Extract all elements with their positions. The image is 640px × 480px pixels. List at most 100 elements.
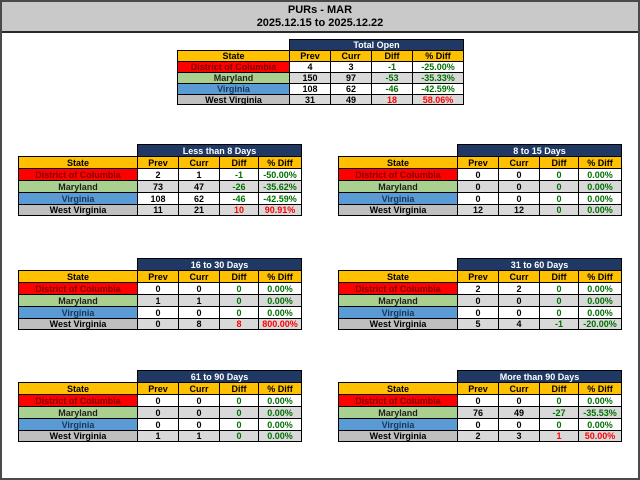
curr-value-cell: 0: [178, 282, 219, 294]
table-title: More than 90 Days: [457, 370, 622, 382]
pct-diff-value-cell: 0.00%: [578, 282, 622, 294]
column-header-cell: State: [18, 382, 137, 394]
prev-value-cell: 76: [457, 406, 498, 418]
diff-value-cell: 0: [539, 204, 578, 216]
diff-value-cell: 0: [219, 282, 258, 294]
diff-value-cell: -46: [219, 192, 258, 204]
diff-value-cell: 8: [219, 318, 258, 330]
prev-value-cell: 0: [457, 418, 498, 430]
prev-value-cell: 12: [457, 204, 498, 216]
diff-value-cell: -26: [219, 180, 258, 192]
prev-value-cell: 2: [457, 430, 498, 442]
column-header-cell: Diff: [219, 156, 258, 168]
column-header-cell: Prev: [137, 270, 178, 282]
table-title: Total Open: [289, 39, 464, 50]
curr-value-cell: 0: [498, 394, 539, 406]
pct-diff-value-cell: 0.00%: [258, 294, 302, 306]
diff-value-cell: 0: [539, 168, 578, 180]
pct-diff-value-cell: -42.59%: [412, 83, 464, 94]
pct-diff-value-cell: 0.00%: [578, 306, 622, 318]
prev-value-cell: 0: [457, 168, 498, 180]
column-header-cell: State: [338, 270, 457, 282]
pct-diff-value-cell: -50.00%: [258, 168, 302, 180]
column-header-cell: % Diff: [578, 156, 622, 168]
curr-value-cell: 62: [178, 192, 219, 204]
state-cell: Maryland: [18, 406, 137, 418]
prev-value-cell: 0: [137, 306, 178, 318]
state-cell: Maryland: [338, 180, 457, 192]
table-corner-spacer: [177, 39, 289, 50]
column-header-cell: State: [338, 382, 457, 394]
pct-diff-value-cell: -20.00%: [578, 318, 622, 330]
state-cell: District of Columbia: [338, 168, 457, 180]
report-title: PURs - MAR: [287, 3, 353, 16]
column-header-cell: % Diff: [578, 382, 622, 394]
diff-value-cell: -1: [371, 61, 412, 72]
table-16-to-30-days: 16 to 30 Days State Prev Curr Diff% Diff Dist…: [18, 258, 302, 330]
state-cell: Virginia: [177, 83, 289, 94]
column-header-cell: % Diff: [258, 270, 302, 282]
column-header-cell: % Diff: [412, 50, 464, 61]
curr-value-cell: 0: [498, 192, 539, 204]
table-title: 61 to 90 Days: [137, 370, 302, 382]
state-cell: District of Columbia: [18, 282, 137, 294]
column-header-cell: Prev: [137, 382, 178, 394]
table-corner-spacer: [338, 370, 457, 382]
prev-value-cell: 0: [457, 192, 498, 204]
state-cell: Virginia: [18, 192, 137, 204]
diff-value-cell: 0: [219, 294, 258, 306]
curr-value-cell: 97: [330, 72, 371, 83]
pct-diff-value-cell: 0.00%: [258, 306, 302, 318]
diff-value-cell: 1: [539, 430, 578, 442]
diff-value-cell: 18: [371, 94, 412, 105]
table-title: 16 to 30 Days: [137, 258, 302, 270]
diff-value-cell: -1: [219, 168, 258, 180]
diff-value-cell: -27: [539, 406, 578, 418]
column-header-cell: State: [18, 270, 137, 282]
column-header-cell: Diff: [539, 382, 578, 394]
pct-diff-value-cell: -25.00%: [412, 61, 464, 72]
column-header-cell: Curr: [178, 156, 219, 168]
state-cell: West Virginia: [18, 318, 137, 330]
table-total-open: Total Open State Prev Curr Diff% Diff Distric…: [177, 39, 464, 105]
curr-value-cell: 4: [498, 318, 539, 330]
column-header-cell: Curr: [498, 270, 539, 282]
state-cell: District of Columbia: [18, 394, 137, 406]
state-cell: District of Columbia: [18, 168, 137, 180]
pct-diff-value-cell: 0.00%: [258, 418, 302, 430]
curr-value-cell: 0: [178, 406, 219, 418]
table-title: 8 to 15 Days: [457, 144, 622, 156]
pct-diff-value-cell: 0.00%: [258, 282, 302, 294]
curr-value-cell: 2: [498, 282, 539, 294]
curr-value-cell: 12: [498, 204, 539, 216]
state-cell: Virginia: [18, 418, 137, 430]
prev-value-cell: 0: [457, 180, 498, 192]
prev-value-cell: 0: [457, 294, 498, 306]
table-title: Less than 8 Days: [137, 144, 302, 156]
pct-diff-value-cell: 800.00%: [258, 318, 302, 330]
state-cell: West Virginia: [338, 204, 457, 216]
column-header-cell: Curr: [178, 270, 219, 282]
diff-value-cell: 0: [219, 418, 258, 430]
pct-diff-value-cell: 0.00%: [258, 406, 302, 418]
curr-value-cell: 0: [178, 394, 219, 406]
prev-value-cell: 31: [289, 94, 330, 105]
prev-value-cell: 2: [457, 282, 498, 294]
pct-diff-value-cell: 0.00%: [258, 430, 302, 442]
state-cell: West Virginia: [18, 430, 137, 442]
diff-value-cell: -46: [371, 83, 412, 94]
state-cell: Maryland: [338, 406, 457, 418]
state-cell: Maryland: [177, 72, 289, 83]
prev-value-cell: 0: [137, 418, 178, 430]
curr-value-cell: 1: [178, 430, 219, 442]
table-corner-spacer: [338, 258, 457, 270]
column-header-cell: Curr: [330, 50, 371, 61]
diff-value-cell: 0: [219, 406, 258, 418]
state-cell: West Virginia: [18, 204, 137, 216]
prev-value-cell: 5: [457, 318, 498, 330]
prev-value-cell: 108: [137, 192, 178, 204]
table-corner-spacer: [338, 144, 457, 156]
table-61-to-90-days: 61 to 90 Days State Prev Curr Diff% Diff Dist…: [18, 370, 302, 442]
column-header-cell: Prev: [457, 382, 498, 394]
